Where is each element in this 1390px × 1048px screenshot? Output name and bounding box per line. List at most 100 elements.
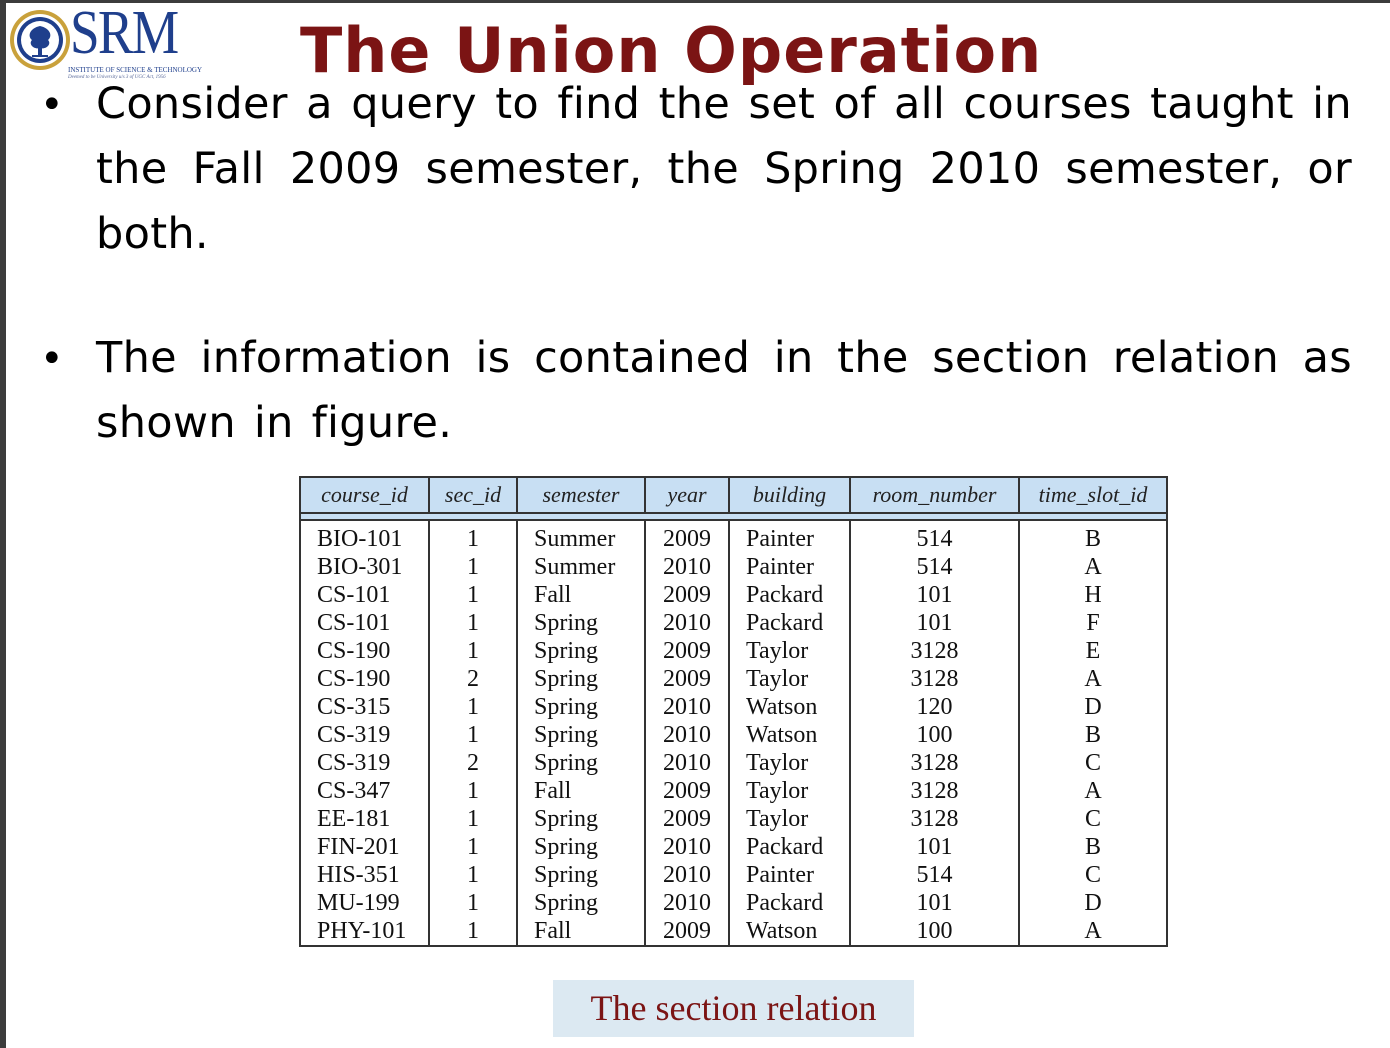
cell-semester: Spring	[516, 889, 646, 917]
cell-building: Taylor	[728, 637, 851, 665]
cell-course-id: CS-190	[299, 665, 430, 693]
cell-course-id: CS-319	[299, 721, 430, 749]
cell-semester: Summer	[516, 553, 646, 581]
cell-semester: Spring	[516, 665, 646, 693]
cell-time-slot-id: A	[1018, 777, 1168, 805]
cell-semester: Summer	[516, 520, 646, 553]
cell-year: 2010	[644, 889, 730, 917]
column-header-building: building	[728, 476, 851, 513]
cell-room-number: 3128	[849, 777, 1020, 805]
cell-building: Taylor	[728, 805, 851, 833]
cell-year: 2010	[644, 553, 730, 581]
cell-room-number: 101	[849, 609, 1020, 637]
cell-course-id: CS-315	[299, 693, 430, 721]
cell-semester: Spring	[516, 805, 646, 833]
cell-time-slot-id: E	[1018, 637, 1168, 665]
cell-semester: Spring	[516, 637, 646, 665]
cell-room-number: 3128	[849, 637, 1020, 665]
column-header-semester: semester	[516, 476, 646, 513]
table-row: CS-315 1 Spring 2010 Watson 120 D	[299, 693, 1168, 721]
cell-year: 2010	[644, 861, 730, 889]
cell-semester: Spring	[516, 693, 646, 721]
cell-building: Watson	[728, 721, 851, 749]
cell-time-slot-id: C	[1018, 805, 1168, 833]
section-relation-table: course_id sec_id semester year building …	[299, 476, 1168, 947]
cell-course-id: PHY-101	[299, 917, 430, 947]
cell-time-slot-id: C	[1018, 861, 1168, 889]
cell-room-number: 100	[849, 917, 1020, 947]
cell-course-id: BIO-101	[299, 520, 430, 553]
cell-year: 2009	[644, 805, 730, 833]
cell-time-slot-id: A	[1018, 665, 1168, 693]
cell-sec-id: 2	[428, 665, 518, 693]
cell-sec-id: 1	[428, 693, 518, 721]
table-row: MU-199 1 Spring 2010 Packard 101 D	[299, 889, 1168, 917]
table-row: CS-190 1 Spring 2009 Taylor 3128 E	[299, 637, 1168, 665]
cell-course-id: CS-347	[299, 777, 430, 805]
table-row: CS-319 1 Spring 2010 Watson 100 B	[299, 721, 1168, 749]
cell-building: Taylor	[728, 749, 851, 777]
cell-time-slot-id: A	[1018, 917, 1168, 947]
cell-sec-id: 1	[428, 637, 518, 665]
cell-building: Taylor	[728, 777, 851, 805]
table-row: CS-190 2 Spring 2009 Taylor 3128 A	[299, 665, 1168, 693]
cell-building: Taylor	[728, 665, 851, 693]
cell-sec-id: 1	[428, 861, 518, 889]
cell-semester: Spring	[516, 833, 646, 861]
cell-time-slot-id: B	[1018, 721, 1168, 749]
cell-time-slot-id: B	[1018, 520, 1168, 553]
cell-course-id: CS-190	[299, 637, 430, 665]
logo-wordmark: SRM	[70, 0, 179, 67]
cell-semester: Spring	[516, 749, 646, 777]
section-relation-figure: course_id sec_id semester year building …	[299, 476, 1168, 947]
caption-text: The section relation	[590, 988, 877, 1028]
cell-building: Painter	[728, 861, 851, 889]
cell-room-number: 120	[849, 693, 1020, 721]
cell-sec-id: 1	[428, 520, 518, 553]
cell-building: Packard	[728, 609, 851, 637]
cell-year: 2009	[644, 777, 730, 805]
cell-course-id: CS-101	[299, 581, 430, 609]
bullet-dot-icon: •	[40, 82, 64, 128]
column-header-room-number: room_number	[849, 476, 1020, 513]
cell-year: 2010	[644, 833, 730, 861]
header-separator	[299, 512, 1168, 521]
cell-room-number: 514	[849, 553, 1020, 581]
cell-semester: Spring	[516, 721, 646, 749]
cell-sec-id: 1	[428, 609, 518, 637]
cell-room-number: 514	[849, 520, 1020, 553]
cell-room-number: 101	[849, 889, 1020, 917]
table-row: CS-101 1 Fall 2009 Packard 101 H	[299, 581, 1168, 609]
table-row: CS-101 1 Spring 2010 Packard 101 F	[299, 609, 1168, 637]
table-row: FIN-201 1 Spring 2010 Packard 101 B	[299, 833, 1168, 861]
bullet-dot-icon: •	[40, 336, 64, 382]
cell-course-id: CS-101	[299, 609, 430, 637]
cell-time-slot-id: D	[1018, 693, 1168, 721]
cell-room-number: 101	[849, 833, 1020, 861]
figure-caption: The section relation	[553, 980, 914, 1037]
column-header-year: year	[644, 476, 730, 513]
cell-sec-id: 1	[428, 553, 518, 581]
cell-year: 2009	[644, 665, 730, 693]
cell-semester: Fall	[516, 581, 646, 609]
table-row: EE-181 1 Spring 2009 Taylor 3128 C	[299, 805, 1168, 833]
table-row: HIS-351 1 Spring 2010 Painter 514 C	[299, 861, 1168, 889]
column-header-course-id: course_id	[299, 476, 430, 513]
cell-room-number: 100	[849, 721, 1020, 749]
bullet-text: The information is contained in the sect…	[96, 333, 1352, 448]
slide-title: The Union Operation	[300, 14, 1043, 87]
bullet-text: Consider a query to find the set of all …	[96, 79, 1352, 259]
cell-building: Packard	[728, 889, 851, 917]
table-row: BIO-301 1 Summer 2010 Painter 514 A	[299, 553, 1168, 581]
cell-sec-id: 1	[428, 581, 518, 609]
table-row: CS-347 1 Fall 2009 Taylor 3128 A	[299, 777, 1168, 805]
cell-semester: Fall	[516, 777, 646, 805]
cell-room-number: 3128	[849, 665, 1020, 693]
table-row: BIO-101 1 Summer 2009 Painter 514 B	[299, 520, 1168, 553]
cell-year: 2010	[644, 609, 730, 637]
cell-sec-id: 1	[428, 833, 518, 861]
cell-building: Painter	[728, 553, 851, 581]
cell-course-id: CS-319	[299, 749, 430, 777]
table-row: CS-319 2 Spring 2010 Taylor 3128 C	[299, 749, 1168, 777]
cell-sec-id: 1	[428, 721, 518, 749]
